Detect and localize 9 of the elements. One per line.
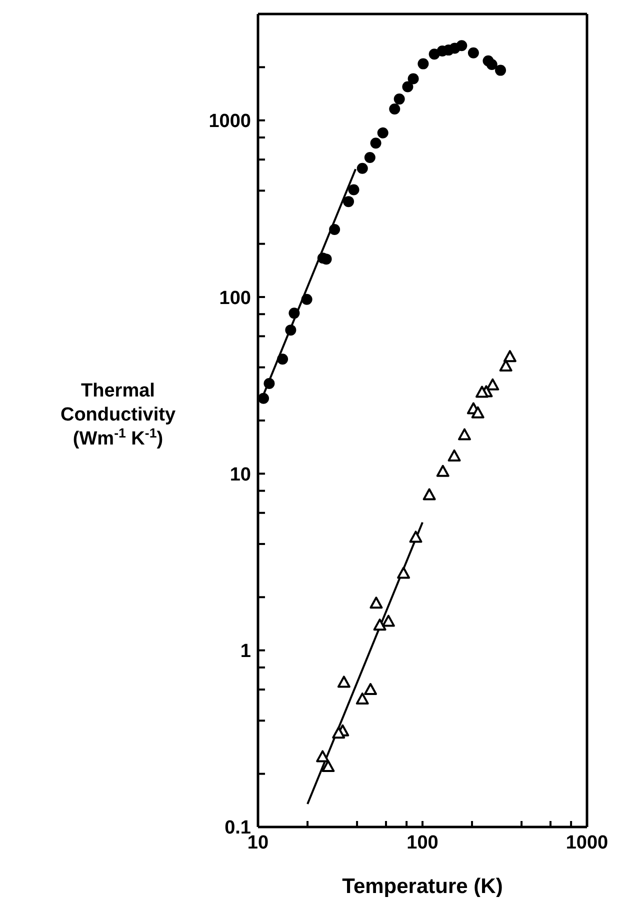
x-tick-label: 100 xyxy=(406,832,438,854)
y-tick-label: 1000 xyxy=(208,111,251,132)
x-axis-title: Temperature (K) xyxy=(342,875,503,898)
y-tick-label: 100 xyxy=(219,288,251,309)
y-tick-label: 10 xyxy=(230,464,251,486)
x-tick-label: 1000 xyxy=(566,832,608,854)
y-axis-title: Thermal Conductivity (Wm$^{-1}$ K$^{-1}$) xyxy=(60,380,176,450)
y-tick-label: 1 xyxy=(240,641,252,662)
x-tick-label: 10 xyxy=(247,832,269,854)
